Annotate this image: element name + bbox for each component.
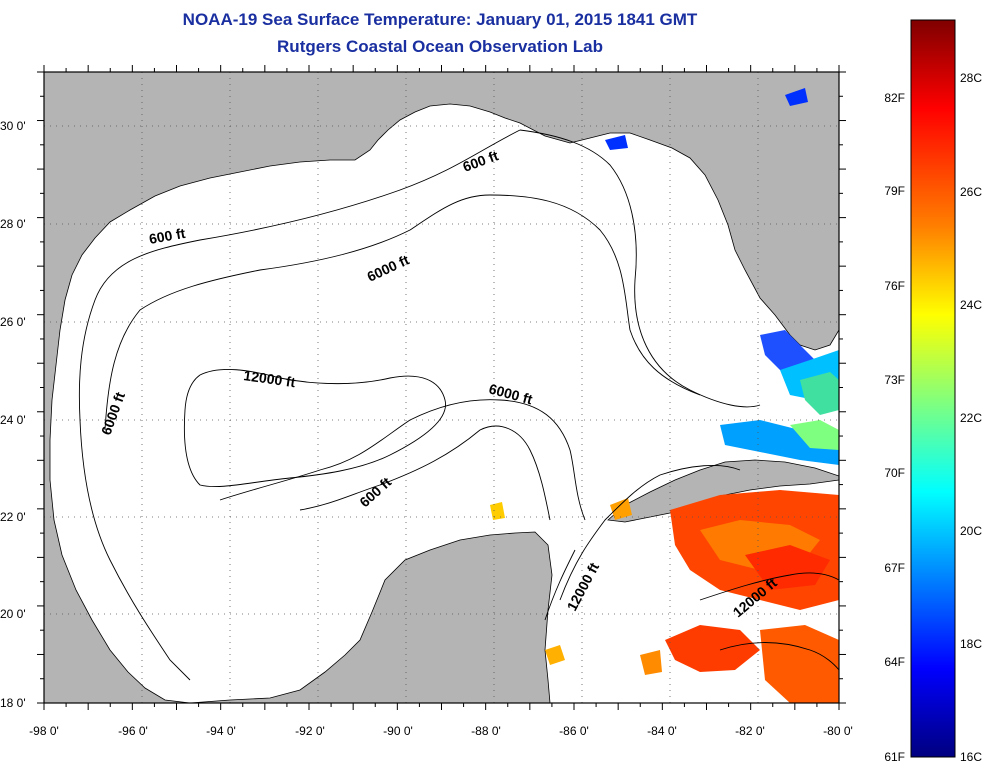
contour-12000ft-caribbean <box>559 464 741 601</box>
colorbar-c-label: 16C <box>960 750 982 764</box>
colorbar-f-label: 70F <box>884 466 905 480</box>
land-yucatan <box>189 531 553 703</box>
colorbar-f-label: 61F <box>884 750 905 764</box>
contour-label: 12000 ft <box>243 367 297 390</box>
lon-tick-label: -90 0' <box>383 724 413 738</box>
colorbar-c-label: 24C <box>960 298 982 312</box>
lon-tick-label: -84 0' <box>647 724 677 738</box>
colorbar-f-label: 67F <box>884 561 905 575</box>
lat-tick-label: 22 0' <box>0 510 26 524</box>
colorbar-c-label: 20C <box>960 524 982 538</box>
contour-label: 600 ft <box>148 225 187 247</box>
contour-6000ft <box>104 194 701 431</box>
lon-tick-label: -86 0' <box>559 724 589 738</box>
contour-6000ft-b <box>219 399 586 521</box>
map-title: NOAA-19 Sea Surface Temperature: January… <box>182 10 698 29</box>
lon-tick-label: -98 0' <box>29 724 59 738</box>
map-subtitle: Rutgers Coastal Ocean Observation Lab <box>277 37 603 56</box>
colorbar-f-label: 64F <box>884 655 905 669</box>
lon-tick-label: -92 0' <box>295 724 325 738</box>
land-us-coast <box>44 72 839 703</box>
contour-600ft-florida <box>519 129 761 408</box>
lat-tick-label: 24 0' <box>0 413 26 427</box>
contour-600ft-shelf <box>78 129 521 681</box>
lat-tick-label: 28 0' <box>0 217 26 231</box>
lon-tick-label: -88 0' <box>471 724 501 738</box>
sst-cool-patches <box>605 88 839 465</box>
colorbar-c-label: 22C <box>960 411 982 425</box>
colorbar-f-label: 79F <box>884 184 905 198</box>
lon-tick-label: -94 0' <box>206 724 236 738</box>
contour-caribbean-3 <box>699 572 839 601</box>
colorbar-f-label: 73F <box>884 373 905 387</box>
contour-600ft-yucatan <box>299 425 551 521</box>
colorbar-c-label: 26C <box>960 185 982 199</box>
contour-caribbean-4 <box>719 642 839 671</box>
colorbar-f-label: 76F <box>884 279 905 293</box>
lon-tick-label: -80 0' <box>823 724 853 738</box>
lat-labels: 18 0' 20 0' 22 0' 24 0' 26 0' 28 0' 30 0… <box>0 119 26 710</box>
lat-tick-label: 30 0' <box>0 119 26 133</box>
lon-tick-label: -96 0' <box>118 724 148 738</box>
colorbar <box>910 19 956 758</box>
colorbar-f-labels: 82F 79F 76F 73F 70F 67F 64F 61F <box>884 91 905 764</box>
colorbar-c-labels: 28C 26C 24C 22C 20C 18C 16C <box>960 71 982 764</box>
colorbar-c-label: 28C <box>960 71 982 85</box>
lat-tick-label: 26 0' <box>0 315 26 329</box>
lon-labels: -98 0' -96 0' -94 0' -92 0' -90 0' -88 0… <box>29 724 853 738</box>
lat-tick-label: 18 0' <box>0 696 26 710</box>
lat-tick-label: 20 0' <box>0 607 26 621</box>
graticule <box>44 72 839 703</box>
bathymetry-contours <box>78 129 839 681</box>
sst-warm-patches <box>490 490 839 703</box>
contour-caribbean-2 <box>544 549 576 621</box>
lon-tick-label: -82 0' <box>735 724 765 738</box>
colorbar-c-label: 18C <box>960 637 982 651</box>
contour-12000ft <box>183 368 446 488</box>
tick-marks <box>37 65 846 710</box>
colorbar-f-label: 82F <box>884 91 905 105</box>
